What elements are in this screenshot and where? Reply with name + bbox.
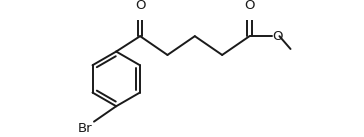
Text: O: O <box>273 30 283 43</box>
Text: Br: Br <box>78 122 92 135</box>
Text: O: O <box>135 0 145 12</box>
Text: O: O <box>244 0 255 12</box>
